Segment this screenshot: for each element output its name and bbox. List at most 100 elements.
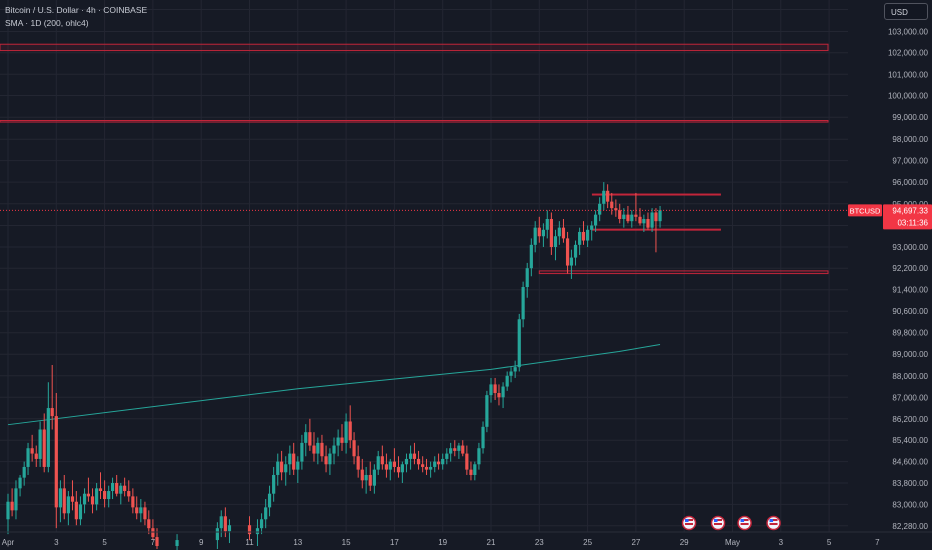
resistance-zone[interactable] (0, 43, 829, 52)
candle[interactable] (352, 432, 356, 465)
candle[interactable] (650, 208, 654, 232)
candle[interactable] (517, 313, 521, 372)
time-axis[interactable]: Apr 3 5 7 9 11 13 15 17 19 21 23 25 27 29 May 3 5 7 (0, 531, 932, 547)
candle[interactable] (308, 418, 312, 451)
candle[interactable] (606, 184, 610, 209)
candle[interactable] (429, 461, 433, 478)
candle[interactable] (360, 458, 364, 489)
resistance-zone[interactable] (591, 193, 721, 196)
candle[interactable] (396, 456, 401, 478)
candle[interactable] (586, 225, 590, 248)
indicator-label[interactable]: SMA · 1D (200, ohlc4) (5, 18, 89, 28)
candle[interactable] (86, 477, 91, 502)
candle[interactable] (272, 466, 276, 502)
candle[interactable] (433, 456, 437, 473)
candle[interactable] (457, 442, 461, 459)
candle[interactable] (50, 365, 54, 430)
candle[interactable] (259, 513, 264, 535)
candle[interactable] (521, 281, 525, 328)
candle[interactable] (364, 466, 368, 494)
candle[interactable] (332, 437, 336, 465)
candle[interactable] (421, 456, 425, 473)
candle[interactable] (598, 197, 602, 222)
candle[interactable] (292, 442, 296, 475)
candle[interactable] (348, 405, 352, 449)
candle[interactable] (38, 421, 42, 467)
candle[interactable] (227, 519, 232, 544)
candle[interactable] (107, 485, 111, 508)
candle[interactable] (288, 445, 292, 475)
candle[interactable] (380, 445, 384, 470)
resistance-zone[interactable] (0, 120, 829, 123)
candle[interactable] (404, 453, 409, 473)
candle[interactable] (42, 413, 46, 473)
candle[interactable] (14, 480, 18, 520)
candle[interactable] (316, 437, 320, 465)
candle[interactable] (95, 483, 99, 511)
candle[interactable] (453, 440, 457, 457)
us-flag-icon[interactable] (737, 515, 752, 531)
candle[interactable] (267, 485, 272, 517)
candle[interactable] (565, 231, 570, 274)
candle[interactable] (654, 208, 658, 253)
candle[interactable] (74, 491, 78, 526)
candle[interactable] (590, 221, 594, 241)
candle[interactable] (139, 499, 143, 523)
candle[interactable] (131, 488, 135, 514)
candle[interactable] (255, 519, 260, 547)
candle[interactable] (569, 249, 574, 279)
candle[interactable] (529, 238, 533, 277)
candle[interactable] (328, 448, 332, 475)
candle[interactable] (412, 442, 417, 465)
candle[interactable] (296, 456, 300, 483)
candle[interactable] (477, 442, 481, 470)
candle[interactable] (525, 262, 529, 298)
candle[interactable] (320, 434, 324, 462)
candle[interactable] (400, 461, 404, 483)
candle[interactable] (215, 522, 219, 549)
candle[interactable] (300, 434, 304, 470)
candle[interactable] (553, 229, 558, 261)
candle[interactable] (123, 477, 127, 497)
candle[interactable] (34, 445, 38, 467)
candle[interactable] (135, 496, 139, 520)
candle[interactable] (424, 458, 429, 475)
candle[interactable] (372, 464, 376, 494)
candle[interactable] (445, 448, 449, 465)
candle[interactable] (638, 208, 642, 226)
candle[interactable] (541, 223, 546, 247)
candle[interactable] (537, 216, 541, 243)
candle[interactable] (461, 440, 465, 457)
candle[interactable] (18, 474, 22, 497)
candle[interactable] (22, 461, 26, 486)
candle[interactable] (388, 458, 392, 481)
candle[interactable] (593, 210, 598, 232)
candle[interactable] (408, 445, 413, 470)
candle[interactable] (324, 445, 328, 473)
candle[interactable] (151, 519, 155, 541)
candle[interactable] (376, 450, 380, 475)
candle[interactable] (340, 424, 344, 451)
candle[interactable] (70, 480, 75, 511)
candle[interactable] (336, 429, 340, 457)
candle[interactable] (436, 453, 441, 470)
candle[interactable] (481, 421, 485, 454)
candle[interactable] (103, 480, 107, 508)
sma-line[interactable] (7, 344, 661, 426)
candle[interactable] (6, 493, 10, 535)
candle[interactable] (26, 442, 30, 475)
candle[interactable] (610, 192, 614, 215)
candle[interactable] (368, 461, 372, 492)
candle[interactable] (223, 507, 227, 538)
candle[interactable] (143, 501, 147, 526)
candle[interactable] (658, 205, 662, 228)
candle[interactable] (78, 496, 83, 526)
candle[interactable] (646, 212, 650, 230)
candle[interactable] (557, 221, 561, 245)
candle[interactable] (634, 192, 638, 222)
candle[interactable] (119, 483, 123, 505)
candle[interactable] (630, 210, 634, 228)
candle[interactable] (30, 434, 34, 462)
candle[interactable] (10, 488, 14, 517)
